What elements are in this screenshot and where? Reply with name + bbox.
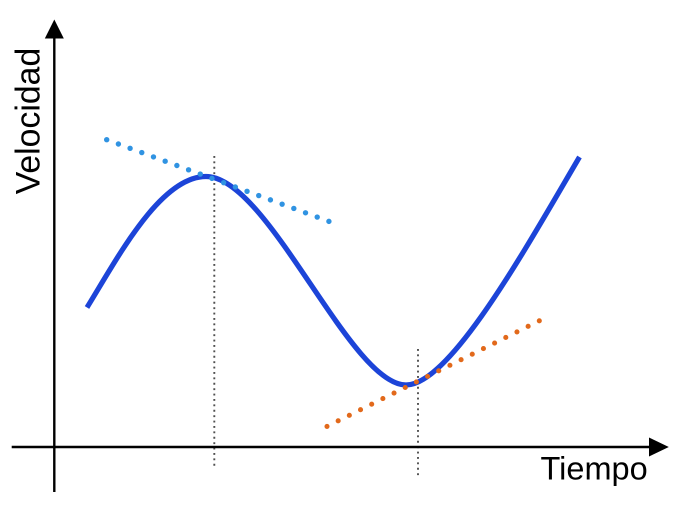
svg-text:Tiempo: Tiempo <box>541 451 648 487</box>
svg-text:Velocidad: Velocidad <box>10 48 48 195</box>
